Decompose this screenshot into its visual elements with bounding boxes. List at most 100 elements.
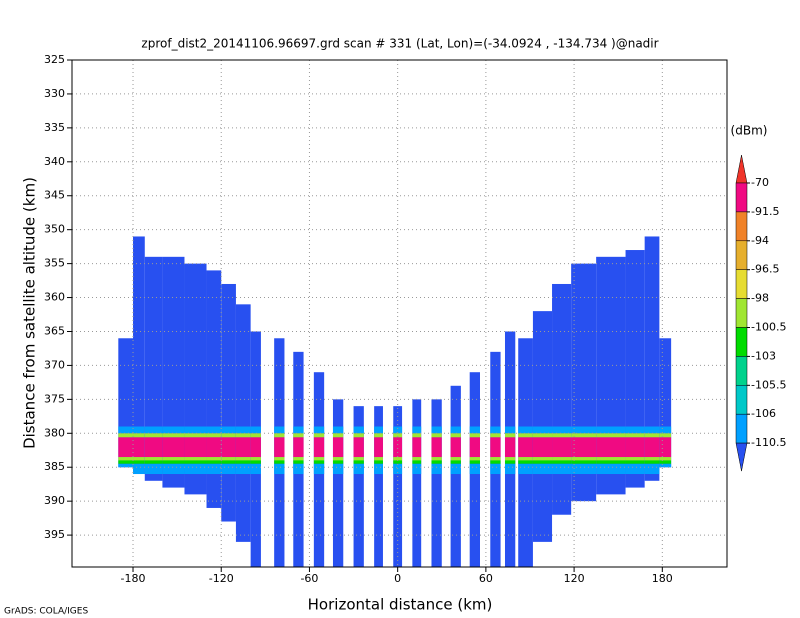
- layer-cell: [412, 463, 422, 475]
- layer-cell: [450, 433, 461, 438]
- y-tick-label: 385: [44, 460, 65, 473]
- colorbar-swatch: [735, 240, 748, 270]
- layer-cell: [393, 457, 403, 461]
- layer-cell: [235, 460, 251, 464]
- layer-cell: [412, 426, 422, 434]
- layer-cell: [552, 457, 572, 461]
- colorbar-tick-label: -98: [751, 292, 769, 305]
- layer-cell: [274, 463, 285, 475]
- layer-cell: [133, 426, 145, 434]
- layer-cell: [250, 433, 261, 438]
- layer-cell: [469, 433, 480, 438]
- layer-cell: [184, 463, 207, 475]
- layer-cell: [393, 460, 403, 464]
- layer-cell: [625, 457, 645, 461]
- colorbar-tick-label: -96.5: [751, 263, 779, 276]
- colorbar-swatch: [735, 356, 748, 386]
- layer-cell: [353, 426, 364, 434]
- layer-cell: [431, 437, 442, 458]
- layer-cell: [118, 460, 134, 464]
- data-cell: [450, 385, 461, 567]
- layer-cell: [431, 463, 442, 475]
- layer-cell: [184, 437, 207, 458]
- layer-cell: [162, 426, 185, 434]
- layer-cell: [206, 437, 222, 458]
- x-tick-label: 0: [394, 572, 401, 585]
- data-cell: [353, 406, 364, 567]
- layer-cell: [469, 460, 480, 464]
- layer-cell: [518, 463, 533, 475]
- layer-cell: [393, 437, 403, 458]
- layer-cell: [144, 460, 163, 464]
- layer-cell: [469, 457, 480, 461]
- layer-cell: [644, 463, 660, 475]
- layer-cell: [469, 437, 480, 458]
- y-tick-label: 375: [44, 392, 65, 405]
- colorbar-swatch: [735, 442, 748, 472]
- layer-cell: [250, 463, 261, 475]
- layer-cell: [450, 463, 461, 475]
- layer-cell: [625, 463, 645, 475]
- layer-cell: [221, 437, 236, 458]
- x-tick-label: 180: [652, 572, 673, 585]
- layer-cell: [374, 426, 383, 434]
- layer-cell: [332, 457, 344, 461]
- layer-cell: [504, 460, 516, 464]
- data-cell: [235, 304, 251, 542]
- layer-cell: [133, 460, 145, 464]
- layer-cell: [144, 457, 163, 461]
- layer-cell: [659, 437, 672, 458]
- data-cell: [144, 256, 163, 481]
- layer-cell: [552, 426, 572, 434]
- layer-cell: [532, 426, 553, 434]
- layer-cell: [293, 460, 304, 464]
- layer-cell: [490, 460, 501, 464]
- x-tick-label: 120: [564, 572, 585, 585]
- layer-cell: [532, 463, 553, 475]
- layer-cell: [184, 426, 207, 434]
- layer-cell: [293, 437, 304, 458]
- layer-cell: [144, 426, 163, 434]
- layer-cell: [552, 463, 572, 475]
- layer-cell: [659, 426, 672, 434]
- layer-cell: [250, 426, 261, 434]
- y-tick-label: 380: [44, 426, 65, 439]
- layer-cell: [162, 433, 185, 438]
- layer-cell: [374, 463, 383, 475]
- layer-cell: [644, 457, 660, 461]
- layer-cell: [490, 426, 501, 434]
- layer-cell: [235, 433, 251, 438]
- layer-cell: [353, 437, 364, 458]
- y-tick-label: 365: [44, 324, 65, 337]
- x-tick-label: -180: [121, 572, 146, 585]
- layer-cell: [412, 433, 422, 438]
- layer-cell: [490, 433, 501, 438]
- data-cell: [393, 406, 403, 567]
- layer-cell: [532, 433, 553, 438]
- colorbar-swatch: [735, 182, 748, 213]
- layer-cell: [332, 433, 344, 438]
- x-tick-label: 60: [479, 572, 493, 585]
- colorbar-swatch: [735, 298, 748, 328]
- layer-cell: [596, 433, 626, 438]
- layer-cell: [332, 437, 344, 458]
- layer-cell: [504, 457, 516, 461]
- layer-cell: [552, 460, 572, 464]
- layer-cell: [206, 460, 222, 464]
- x-axis-label: Horizontal distance (km): [308, 596, 493, 614]
- layer-cell: [659, 433, 672, 438]
- x-tick-label: -120: [209, 572, 234, 585]
- layer-cell: [450, 457, 461, 461]
- layer-cell: [644, 433, 660, 438]
- layer-cell: [144, 433, 163, 438]
- y-tick-label: 390: [44, 494, 65, 507]
- layer-cell: [518, 457, 533, 461]
- layer-cell: [374, 460, 383, 464]
- layer-cell: [659, 457, 672, 461]
- layer-cell: [118, 437, 134, 458]
- layer-cell: [596, 463, 626, 475]
- layer-cell: [221, 463, 236, 475]
- layer-cell: [450, 426, 461, 434]
- layer-cell: [571, 457, 597, 461]
- colorbar-tick-label: -103: [751, 349, 776, 362]
